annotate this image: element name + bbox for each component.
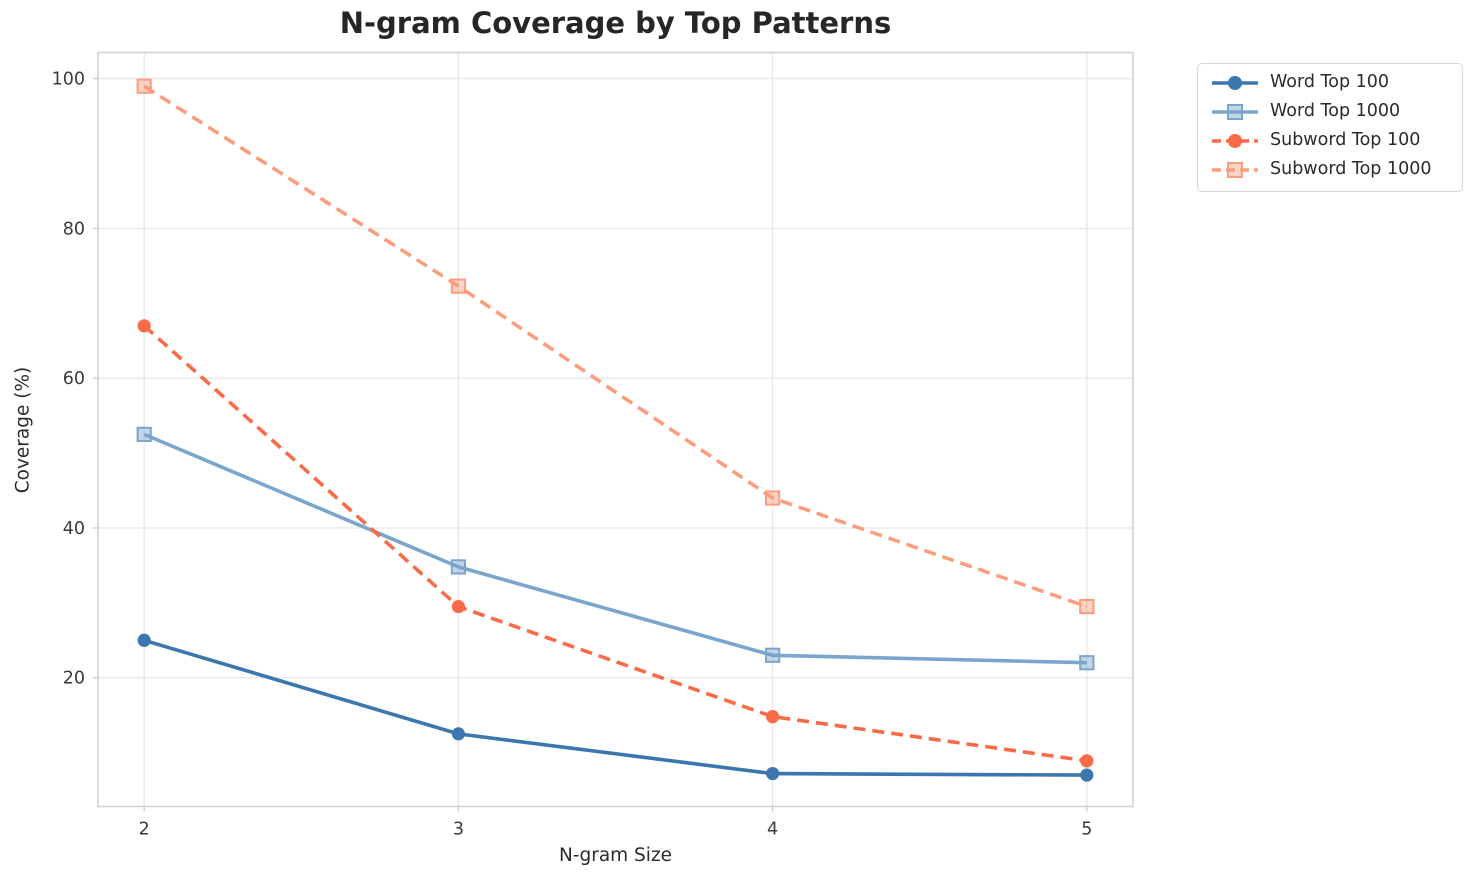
series-line-word-top-1000 [143, 432, 1087, 665]
marker-circle-word-top-100 [137, 633, 151, 647]
plot-border [97, 51, 1134, 808]
x-tick-label: 3 [453, 820, 464, 840]
legend-sample-word-top-100 [1212, 75, 1258, 90]
legend-item-word-top-1000: Word Top 1000 [1210, 97, 1462, 126]
legend-label: Subword Top 1000 [1270, 158, 1432, 179]
marker-circle-subword-top-100 [1228, 133, 1242, 148]
legend-label: Subword Top 100 [1270, 129, 1421, 150]
legend-item-subword-top-1000: Subword Top 1000 [1210, 155, 1462, 184]
x-tick-label: 2 [139, 820, 150, 840]
marker-square-word-top-1000 [1227, 103, 1243, 120]
marker-square-word-top-1000 [1079, 655, 1095, 671]
marker-circle-word-top-100 [1080, 768, 1094, 782]
legend: Word Top 100 Word Top 1000 Subword Top 100… [1197, 63, 1463, 192]
y-axis-label: Coverage (%) [12, 366, 34, 494]
x-tick-label: 5 [1081, 820, 1092, 840]
marker-circle-subword-top-100 [451, 599, 465, 614]
marker-circle-subword-top-100 [1080, 754, 1094, 768]
legend-item-word-top-100: Word Top 100 [1210, 68, 1462, 97]
x-tick-label: 4 [767, 820, 778, 840]
series-line-subword-top-100 [143, 324, 1088, 763]
marker-square-subword-top-1000 [450, 278, 466, 294]
legend-sample-subword-top-1000 [1212, 161, 1258, 178]
y-tick-label: 80 [63, 219, 85, 239]
y-tick-label: 60 [63, 369, 85, 389]
marker-circle-subword-top-100 [137, 319, 151, 333]
legend-sample-word-top-1000 [1212, 103, 1258, 120]
marker-circle-word-top-100 [1228, 75, 1242, 90]
x-axis-label: N-gram Size [558, 845, 673, 866]
series-line-word-top-100 [143, 638, 1087, 777]
y-tick-label: 20 [63, 669, 85, 689]
chart-title: N-gram Coverage by Top Patterns [339, 6, 892, 40]
marker-circle-subword-top-100 [766, 710, 780, 724]
marker-square-subword-top-1000 [765, 490, 781, 506]
legend-item-subword-top-100: Subword Top 100 [1210, 126, 1462, 155]
legend-label: Word Top 1000 [1270, 100, 1401, 121]
marker-square-word-top-1000 [136, 426, 152, 442]
legend-sample-subword-top-100 [1212, 133, 1258, 148]
marker-square-word-top-1000 [765, 647, 781, 663]
marker-square-subword-top-1000 [1227, 161, 1243, 178]
y-tick-label: 100 [52, 70, 85, 90]
marker-square-subword-top-1000 [1079, 598, 1095, 615]
marker-circle-word-top-100 [766, 766, 780, 781]
legend-label: Word Top 100 [1270, 71, 1390, 92]
marker-square-subword-top-1000 [136, 78, 152, 94]
y-tick-label: 40 [63, 519, 85, 539]
marker-circle-word-top-100 [451, 727, 465, 741]
marker-square-word-top-1000 [450, 559, 466, 575]
series-line-subword-top-1000 [143, 84, 1088, 609]
